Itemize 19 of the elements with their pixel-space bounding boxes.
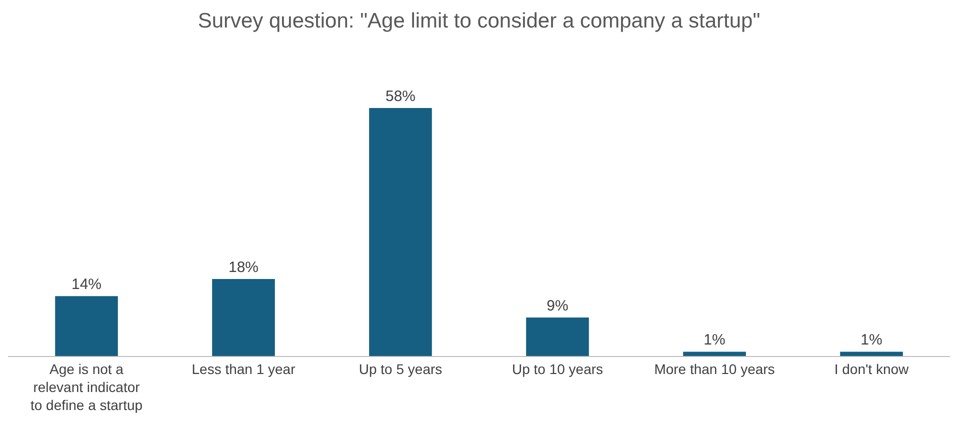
x-tick-label: Up to 10 years [512, 360, 604, 377]
bar [526, 318, 589, 356]
x-tick-label: Less than 1 year [192, 360, 296, 377]
chart-title: Survey question: "Age limit to consider a company a startup" [198, 10, 760, 33]
data-label: 14% [71, 276, 102, 294]
data-label: 58% [385, 88, 416, 106]
bar [55, 296, 118, 356]
x-tick-label: Age is not a relevant indicator to define a startup [30, 360, 143, 414]
bar [840, 352, 903, 356]
data-label: 1% [860, 332, 882, 349]
x-tick-label: I don't know [834, 360, 910, 377]
data-label: 9% [546, 298, 568, 315]
bar [683, 352, 746, 356]
data-label: 18% [228, 259, 259, 276]
x-tick-label: More than 10 years [654, 360, 775, 377]
bar [212, 279, 275, 356]
data-label: 1% [704, 332, 726, 349]
bar [369, 108, 432, 356]
x-tick-label: Up to 5 years [358, 360, 442, 377]
